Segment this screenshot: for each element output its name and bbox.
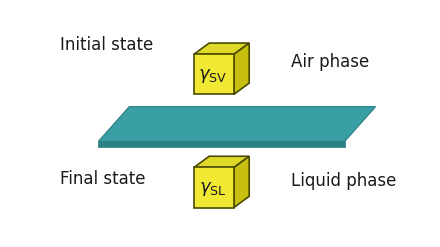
Text: $\mathit{\gamma}_{\mathrm{SL}}$: $\mathit{\gamma}_{\mathrm{SL}}$ [198, 180, 226, 198]
Polygon shape [194, 54, 234, 94]
Text: $\mathit{\gamma}_{\mathrm{SV}}$: $\mathit{\gamma}_{\mathrm{SV}}$ [198, 67, 227, 85]
Polygon shape [234, 156, 249, 207]
Text: Air phase: Air phase [291, 53, 369, 71]
Polygon shape [194, 167, 234, 207]
Polygon shape [194, 156, 249, 167]
Text: Liquid phase: Liquid phase [291, 172, 396, 190]
Polygon shape [234, 43, 249, 94]
Polygon shape [99, 107, 376, 141]
Text: Initial state: Initial state [60, 36, 153, 54]
Text: Final state: Final state [60, 170, 146, 188]
Polygon shape [194, 43, 249, 54]
Polygon shape [99, 141, 345, 147]
